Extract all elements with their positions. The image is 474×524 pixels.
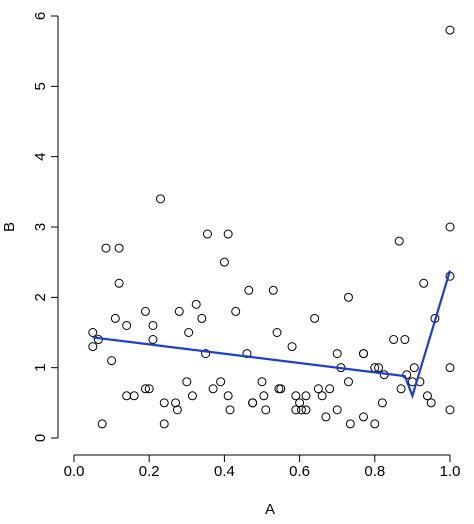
point <box>422 391 432 401</box>
point <box>445 222 455 232</box>
point <box>389 335 399 345</box>
point <box>140 384 150 394</box>
y-tick-label: 2 <box>32 293 49 301</box>
point <box>268 285 278 295</box>
point <box>377 398 387 408</box>
point <box>159 398 169 408</box>
point <box>114 278 124 288</box>
point <box>321 412 331 422</box>
point <box>259 391 269 401</box>
point <box>101 243 111 253</box>
point <box>274 384 284 394</box>
point <box>201 349 211 359</box>
x-tick-label: 0.2 <box>139 463 160 480</box>
point <box>140 306 150 316</box>
point <box>345 419 355 429</box>
point <box>184 328 194 337</box>
point <box>97 419 107 429</box>
point <box>216 377 226 387</box>
point <box>370 419 380 429</box>
point <box>325 384 335 394</box>
point <box>445 363 455 373</box>
point <box>261 405 271 415</box>
y-tick-label: 6 <box>32 12 49 20</box>
point <box>174 306 184 316</box>
point <box>88 342 98 352</box>
y-axis-label: B <box>1 222 18 232</box>
point <box>419 278 429 288</box>
point <box>301 391 311 401</box>
point <box>248 398 258 408</box>
point <box>272 328 282 337</box>
point <box>359 412 369 422</box>
x-tick-label: 0.4 <box>214 463 235 480</box>
point <box>171 398 181 408</box>
point <box>396 384 406 394</box>
point <box>159 419 169 429</box>
point <box>402 370 412 380</box>
y-tick-label: 3 <box>32 223 49 231</box>
point <box>257 377 267 387</box>
point <box>445 405 455 415</box>
point <box>409 363 419 373</box>
x-axis-label: A <box>265 501 275 518</box>
point <box>172 405 182 415</box>
y-tick-label: 1 <box>32 363 49 371</box>
point <box>287 342 297 352</box>
point <box>219 257 229 267</box>
point <box>144 384 154 394</box>
fit-line <box>92 270 452 400</box>
point <box>182 377 192 387</box>
y-tick-label: 0 <box>32 434 49 442</box>
point <box>301 405 311 415</box>
point <box>110 313 120 323</box>
point <box>197 313 207 323</box>
point <box>208 384 218 394</box>
point <box>88 328 98 337</box>
point <box>122 320 132 330</box>
x-tick-label: 1.0 <box>440 463 461 480</box>
point <box>296 405 306 415</box>
x-tick-label: 0.8 <box>364 463 385 480</box>
point <box>187 391 197 401</box>
point <box>155 194 165 204</box>
point <box>291 391 301 401</box>
point <box>107 356 117 366</box>
x-tick-label: 0.0 <box>64 463 85 480</box>
point <box>291 405 301 415</box>
point <box>343 292 353 302</box>
y-tick-label: 5 <box>32 82 49 90</box>
point <box>332 349 342 359</box>
point <box>276 384 286 394</box>
point <box>400 335 410 345</box>
point <box>202 229 212 239</box>
point <box>122 391 132 401</box>
point <box>374 363 384 373</box>
point <box>317 391 327 401</box>
point <box>148 335 158 345</box>
point <box>225 405 235 415</box>
point <box>244 285 254 295</box>
point <box>223 229 233 239</box>
y-tick-label: 4 <box>32 152 49 160</box>
point <box>223 391 233 401</box>
point <box>191 299 201 309</box>
point <box>343 377 353 387</box>
point <box>114 243 124 253</box>
point <box>359 349 369 359</box>
point <box>129 391 139 401</box>
point <box>310 313 320 323</box>
point <box>231 306 241 316</box>
point <box>332 405 342 415</box>
point <box>394 236 404 246</box>
point <box>426 398 436 408</box>
point <box>148 320 158 330</box>
point <box>445 25 455 35</box>
point <box>295 398 305 408</box>
point <box>313 384 323 394</box>
x-tick-label: 0.6 <box>289 463 310 480</box>
